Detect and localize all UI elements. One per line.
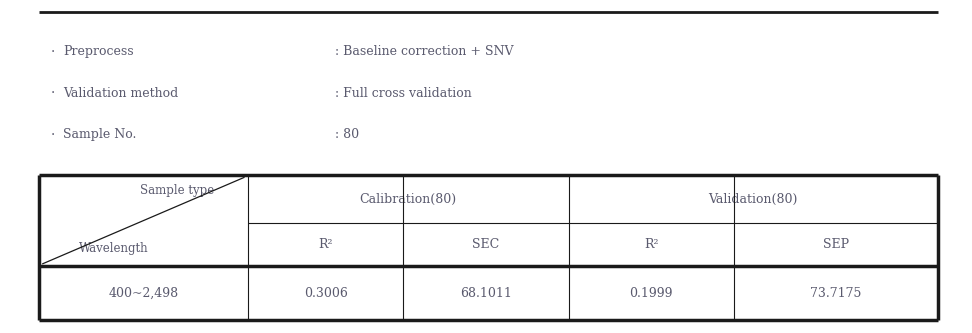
Text: : Baseline correction + SNV: : Baseline correction + SNV bbox=[335, 45, 514, 58]
Text: 73.7175: 73.7175 bbox=[811, 286, 861, 300]
Text: Validation method: Validation method bbox=[63, 87, 179, 100]
Text: Wavelength: Wavelength bbox=[80, 241, 149, 255]
Text: SEP: SEP bbox=[823, 238, 849, 251]
Text: ·: · bbox=[51, 86, 55, 100]
Text: SEC: SEC bbox=[472, 238, 500, 251]
Text: 400~2,498: 400~2,498 bbox=[108, 286, 179, 300]
Text: Validation(80): Validation(80) bbox=[709, 192, 798, 205]
Text: R²: R² bbox=[319, 238, 332, 251]
Text: Sample type: Sample type bbox=[140, 184, 215, 197]
Text: 0.3006: 0.3006 bbox=[303, 286, 348, 300]
Text: 68.1011: 68.1011 bbox=[460, 286, 512, 300]
Text: Calibration(80): Calibration(80) bbox=[360, 192, 457, 205]
Text: R²: R² bbox=[644, 238, 658, 251]
Text: 0.1999: 0.1999 bbox=[630, 286, 673, 300]
Text: Sample No.: Sample No. bbox=[63, 128, 136, 142]
Text: ·: · bbox=[51, 128, 55, 142]
Text: : 80: : 80 bbox=[335, 128, 360, 142]
Text: : Full cross validation: : Full cross validation bbox=[335, 87, 472, 100]
Text: ·: · bbox=[51, 45, 55, 59]
Text: Preprocess: Preprocess bbox=[63, 45, 134, 58]
